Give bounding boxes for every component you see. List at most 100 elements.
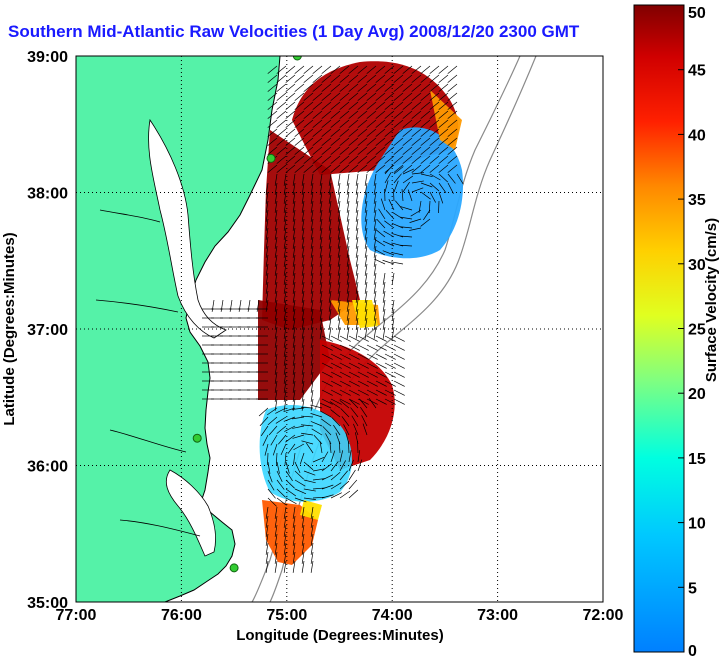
current-vector — [267, 497, 277, 507]
radar-stations — [192, 56, 302, 573]
current-vector — [285, 83, 296, 92]
current-vector — [355, 317, 359, 330]
current-vector — [330, 65, 341, 74]
current-vector — [337, 299, 341, 312]
current-vector — [346, 173, 350, 186]
current-vector — [339, 398, 351, 405]
current-vector — [319, 317, 323, 330]
current-vector — [310, 389, 314, 402]
current-vector — [292, 416, 305, 420]
current-vector — [339, 460, 346, 472]
current-vector — [373, 200, 377, 213]
station-marker — [192, 433, 202, 443]
current-vector — [283, 326, 287, 339]
current-vector — [229, 299, 233, 312]
current-vector — [328, 245, 332, 258]
current-vector — [382, 299, 386, 312]
current-vector — [330, 371, 342, 378]
current-vector — [284, 425, 296, 432]
current-vector — [366, 146, 377, 155]
current-vector — [402, 164, 413, 173]
station-marker — [229, 563, 239, 573]
current-vector — [400, 244, 413, 247]
current-vector — [292, 389, 296, 402]
current-vector — [283, 299, 287, 312]
current-vector — [438, 110, 449, 119]
current-vector — [292, 506, 296, 519]
current-vector — [355, 227, 359, 240]
current-vector — [292, 425, 305, 429]
current-vector — [373, 317, 377, 330]
current-vector — [267, 164, 278, 173]
current-vector — [339, 137, 350, 146]
current-vector — [328, 326, 332, 339]
current-vector — [301, 254, 305, 267]
current-vector — [301, 218, 305, 231]
current-vector — [312, 146, 323, 155]
current-vector — [321, 110, 332, 119]
current-vector — [382, 317, 386, 330]
current-vector — [283, 560, 287, 573]
current-vector — [292, 272, 296, 285]
current-vector — [373, 173, 377, 186]
current-vector — [348, 146, 359, 155]
current-vector — [411, 92, 422, 101]
current-vector — [364, 245, 368, 258]
current-vector — [283, 389, 287, 402]
current-vector — [274, 218, 278, 231]
current-vector — [429, 182, 440, 192]
current-vector — [267, 65, 278, 74]
current-vector — [393, 92, 404, 101]
current-vector — [393, 128, 404, 137]
current-vector — [292, 281, 296, 294]
current-vector — [312, 83, 323, 92]
current-vector — [283, 308, 287, 321]
current-vector — [303, 146, 314, 155]
current-vector — [312, 137, 323, 146]
current-vector — [285, 164, 296, 173]
current-vector — [285, 92, 296, 101]
current-vector — [429, 110, 440, 119]
current-vector — [366, 101, 377, 110]
current-vector — [292, 533, 296, 546]
current-vector — [348, 164, 359, 173]
current-vector — [393, 344, 405, 351]
current-vector — [330, 101, 341, 110]
current-vector — [274, 560, 278, 573]
current-vector — [393, 335, 405, 342]
current-vector — [447, 128, 458, 137]
current-vector — [265, 515, 269, 528]
current-vector — [420, 83, 431, 92]
current-vector — [339, 110, 350, 119]
x-tick-label: 72:00 — [583, 607, 624, 624]
current-vector — [274, 353, 278, 366]
current-vector — [348, 137, 359, 146]
current-vector — [292, 209, 296, 222]
current-vector — [321, 451, 329, 463]
current-vector — [319, 227, 323, 240]
current-vector — [364, 308, 368, 321]
current-vector — [283, 335, 287, 348]
current-vector — [366, 398, 378, 405]
current-vector — [303, 488, 316, 492]
x-tick-label: 73:00 — [477, 607, 518, 624]
current-vector — [373, 326, 377, 339]
current-vector — [294, 92, 305, 101]
current-vector — [220, 299, 224, 312]
current-vector — [267, 137, 278, 146]
current-vector — [267, 452, 269, 466]
current-vector — [447, 146, 458, 155]
current-vector — [373, 227, 377, 240]
current-vector — [366, 137, 377, 146]
velocity-edge-orange — [330, 90, 462, 325]
current-vector — [274, 380, 278, 393]
current-vector — [310, 281, 314, 294]
current-vector — [364, 272, 368, 285]
current-vector — [276, 155, 287, 164]
current-vector — [310, 254, 314, 267]
current-vector — [391, 308, 395, 321]
current-vector — [429, 173, 441, 181]
current-vector — [321, 371, 333, 378]
current-vector — [265, 200, 269, 213]
current-vector — [402, 168, 415, 175]
